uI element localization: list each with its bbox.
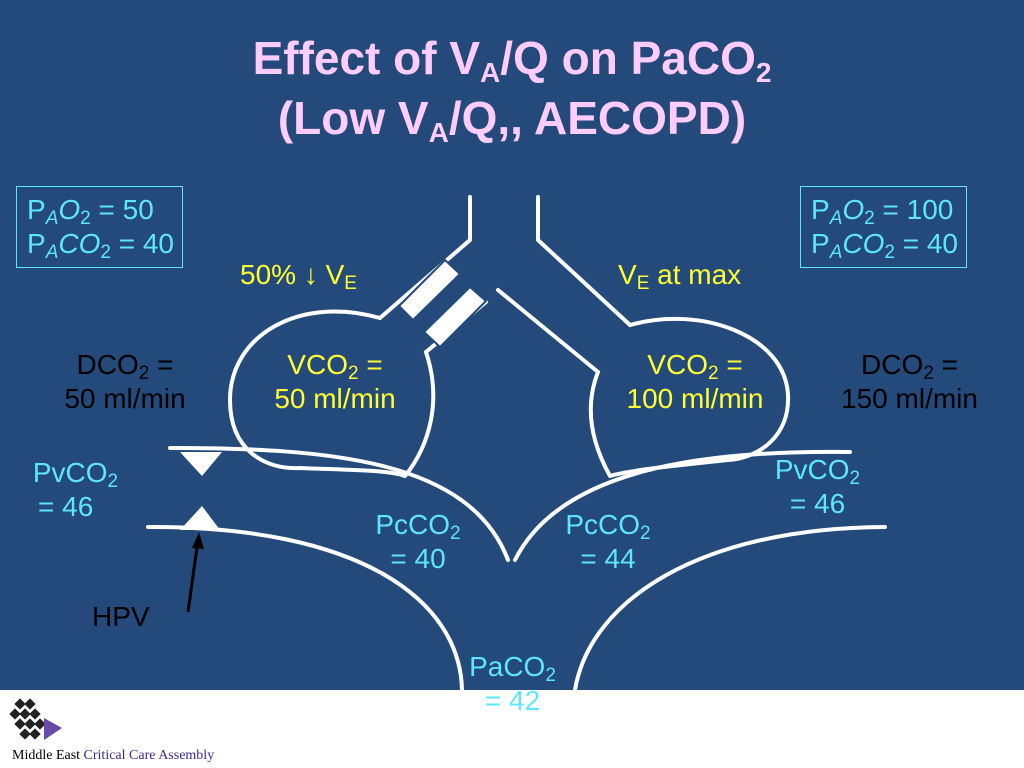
airway-obstruction-blocks — [397, 258, 488, 349]
left-ventilation-label: 50% ↓ VE — [240, 259, 357, 294]
mecca-logo-icon — [9, 698, 62, 740]
right-alveolar-gas-box: PAO2 = 100 PACO2 = 40 — [800, 186, 968, 268]
right-vco2-label: VCO2 = 100 ml/min — [626, 349, 764, 414]
right-paco2-alveolar: PACO2 = 40 — [811, 228, 959, 263]
capillary-upper-right — [513, 449, 852, 562]
left-pcco2-label: PcCO2 = 40 — [375, 509, 461, 574]
left-pvco2-label: PvCO2 = 46 — [32, 457, 119, 522]
hpv-arrow-shaft — [186, 539, 200, 613]
capillary-upper-left — [168, 446, 510, 562]
right-ventilation-label: VE at max — [618, 259, 742, 294]
airway-right-wall — [536, 195, 632, 327]
hpv-arrow-head — [192, 532, 204, 549]
left-alveolus-wall — [228, 309, 436, 478]
right-pvco2-label: PvCO2 = 46 — [774, 454, 861, 519]
left-dco2-label: DCO2 = 50 ml/min — [64, 349, 186, 414]
left-alveolar-gas-box: PAO2 = 50 PACO2 = 40 — [16, 186, 184, 268]
right-alveolus-wall — [588, 316, 791, 478]
hpv-label: HPV — [92, 601, 150, 632]
hpv-valve-upper-triangle — [180, 452, 222, 476]
right-pcco2-label: PcCO2 = 44 — [565, 509, 651, 574]
right-pao2: PAO2 = 100 — [811, 194, 954, 229]
arterial-paco2-label: PaCO2 = 42 — [469, 651, 556, 716]
slide-title-line-1: Effect of VA/Q on PaCO2 — [252, 32, 772, 88]
capillary-lower-left — [146, 524, 464, 692]
airway-left-wall — [378, 195, 472, 320]
left-paco2-alveolar: PACO2 = 40 — [27, 228, 175, 263]
footer-organization-name: Middle East Critical Care Assembly — [12, 748, 215, 763]
airway-inner-right — [496, 288, 600, 374]
footer-bar — [0, 690, 1024, 768]
left-vco2-label: VCO2 = 50 ml/min — [274, 349, 396, 414]
left-pao2: PAO2 = 50 — [27, 194, 154, 229]
right-dco2-label: DCO2 = 150 ml/min — [841, 349, 978, 414]
hpv-valve-lower-triangle — [180, 506, 220, 530]
capillary-lower-right — [573, 525, 887, 692]
slide-title-line-2: (Low VA/Q,, AECOPD) — [277, 92, 747, 148]
